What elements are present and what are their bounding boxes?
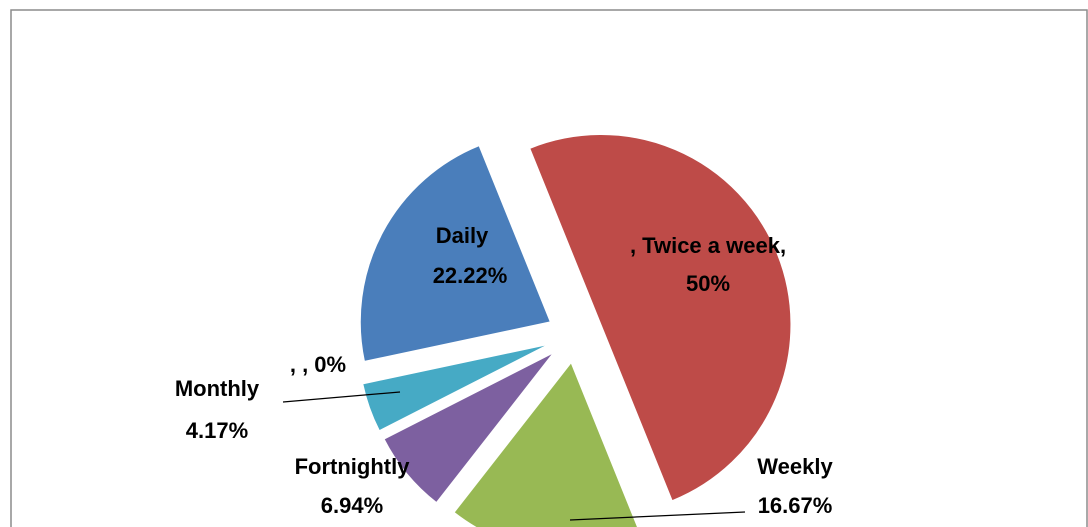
value-label: 4.17% xyxy=(186,418,248,443)
value-label: 50% xyxy=(686,271,730,296)
slice-name: Fortnightly xyxy=(295,454,411,479)
value-label: 6.94% xyxy=(321,493,383,518)
slice-name: Daily xyxy=(436,223,489,248)
pie-slice xyxy=(362,343,549,432)
data-label: , , 0% xyxy=(290,352,346,377)
value-label: 22.22% xyxy=(433,263,508,288)
pie-slice xyxy=(359,145,551,362)
pie-slice xyxy=(529,134,792,502)
slice-name: Monthly xyxy=(175,376,260,401)
value-label: 0% xyxy=(314,352,346,377)
slice-name: , , xyxy=(290,352,308,377)
value-label: 16.67% xyxy=(758,493,833,518)
leader-line xyxy=(282,391,401,403)
slice-name: , Twice a week, xyxy=(630,233,786,258)
pie-slice xyxy=(383,352,554,504)
pie-slice xyxy=(453,361,639,527)
slice-name: Weekly xyxy=(757,454,833,479)
leader-line xyxy=(569,511,746,521)
